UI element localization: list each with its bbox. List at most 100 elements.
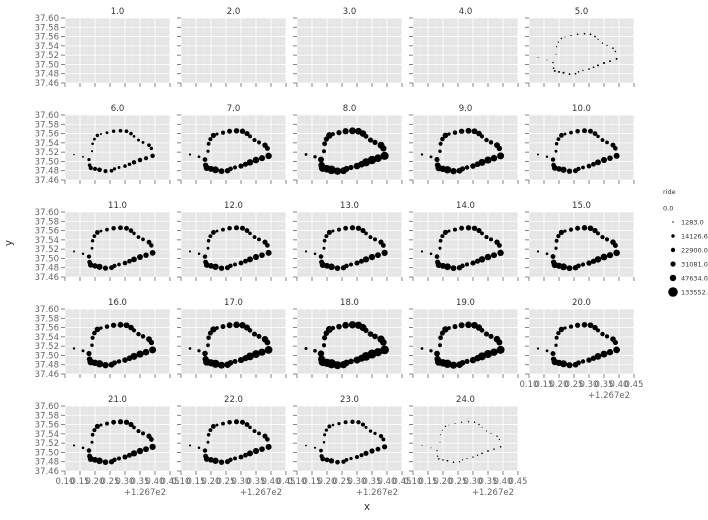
data-point bbox=[552, 61, 554, 64]
data-point bbox=[494, 142, 500, 149]
data-point bbox=[111, 129, 116, 133]
data-point bbox=[210, 132, 216, 139]
data-point bbox=[380, 151, 389, 160]
data-point bbox=[458, 322, 465, 329]
data-point bbox=[575, 128, 580, 134]
data-point bbox=[90, 432, 95, 437]
facet-panel: 21.0 37.4637.4837.5037.5237.5437.5637.583… bbox=[35, 395, 180, 498]
data-point bbox=[470, 163, 476, 169]
data-point bbox=[136, 429, 141, 434]
data-point bbox=[568, 73, 571, 76]
data-point bbox=[442, 326, 449, 333]
data-point bbox=[480, 231, 484, 236]
data-point bbox=[420, 250, 424, 253]
y-tick-label: 37.54 bbox=[35, 333, 59, 343]
facet-panel: 13.0 bbox=[293, 201, 403, 281]
data-point bbox=[331, 229, 335, 233]
data-point bbox=[363, 450, 369, 456]
data-point bbox=[438, 149, 442, 153]
y-tick-label: 37.58 bbox=[35, 411, 59, 421]
data-point bbox=[381, 437, 386, 442]
y-tick-label: 37.52 bbox=[35, 439, 59, 449]
data-point bbox=[536, 347, 540, 350]
x-tick-label: 0.10 bbox=[520, 380, 539, 390]
data-point bbox=[92, 234, 97, 238]
data-point bbox=[122, 454, 128, 460]
data-point bbox=[252, 429, 257, 434]
data-point bbox=[461, 459, 464, 461]
data-point bbox=[259, 446, 265, 452]
data-point bbox=[613, 152, 620, 159]
y-tick-label: 37.46 bbox=[35, 176, 59, 186]
data-point bbox=[604, 334, 610, 339]
data-point bbox=[591, 161, 596, 167]
data-point bbox=[261, 335, 269, 343]
data-point bbox=[127, 258, 132, 264]
data-point bbox=[117, 262, 121, 267]
data-point bbox=[550, 254, 556, 259]
data-point bbox=[556, 137, 561, 142]
data-point bbox=[490, 348, 498, 356]
data-point bbox=[92, 137, 96, 141]
data-point bbox=[375, 252, 381, 259]
data-point bbox=[559, 133, 564, 138]
data-point bbox=[490, 432, 492, 434]
data-point bbox=[563, 229, 567, 233]
data-point bbox=[499, 446, 502, 448]
data-point bbox=[258, 155, 266, 162]
data-point bbox=[364, 425, 368, 429]
x-tick-label: 0.45 bbox=[277, 477, 296, 487]
data-point bbox=[354, 260, 360, 266]
data-point bbox=[233, 419, 240, 425]
x-tick-label: 0.35 bbox=[247, 477, 266, 487]
facet-panel: 15.0 bbox=[525, 201, 635, 281]
data-point bbox=[612, 47, 614, 50]
data-point bbox=[256, 333, 262, 339]
data-point bbox=[550, 157, 556, 162]
data-point bbox=[206, 238, 211, 243]
facet-label: 13.0 bbox=[340, 201, 359, 211]
data-point bbox=[476, 454, 479, 456]
data-point bbox=[348, 164, 354, 171]
facet-label: 12.0 bbox=[224, 201, 243, 211]
data-point bbox=[550, 351, 556, 357]
data-point bbox=[324, 234, 329, 239]
data-point bbox=[218, 168, 225, 175]
data-point bbox=[348, 358, 354, 365]
data-point bbox=[90, 150, 94, 153]
x-tick-label: 0.40 bbox=[494, 477, 513, 487]
data-point bbox=[90, 440, 94, 444]
data-point bbox=[348, 321, 357, 329]
data-point bbox=[117, 456, 121, 461]
facet-label: 22.0 bbox=[224, 395, 243, 405]
data-point bbox=[343, 225, 348, 231]
x-tick-label: 0.25 bbox=[101, 477, 120, 487]
data-point bbox=[438, 246, 442, 250]
data-point bbox=[459, 359, 466, 366]
data-point bbox=[560, 263, 567, 271]
data-point bbox=[127, 162, 132, 166]
y-tick-label: 37.52 bbox=[35, 148, 59, 158]
y-tick-label: 37.48 bbox=[35, 458, 59, 468]
data-point bbox=[87, 157, 91, 162]
data-point bbox=[206, 343, 210, 348]
data-point bbox=[586, 357, 592, 363]
data-point bbox=[484, 156, 492, 164]
data-point bbox=[81, 446, 85, 450]
data-point bbox=[117, 419, 124, 425]
data-point bbox=[211, 359, 220, 368]
data-point bbox=[252, 156, 260, 164]
data-point bbox=[610, 336, 616, 342]
x-tick-label: 0.35 bbox=[363, 477, 382, 487]
x-tick-label: 0.10 bbox=[404, 477, 423, 487]
data-point bbox=[491, 252, 497, 259]
data-point bbox=[476, 130, 482, 137]
x-tick-label: 0.30 bbox=[348, 477, 367, 487]
data-point bbox=[592, 131, 598, 136]
data-point bbox=[333, 361, 342, 370]
data-point bbox=[443, 166, 452, 174]
data-point bbox=[207, 330, 213, 336]
data-point bbox=[614, 50, 617, 53]
data-point bbox=[440, 434, 442, 436]
data-point bbox=[99, 229, 103, 233]
